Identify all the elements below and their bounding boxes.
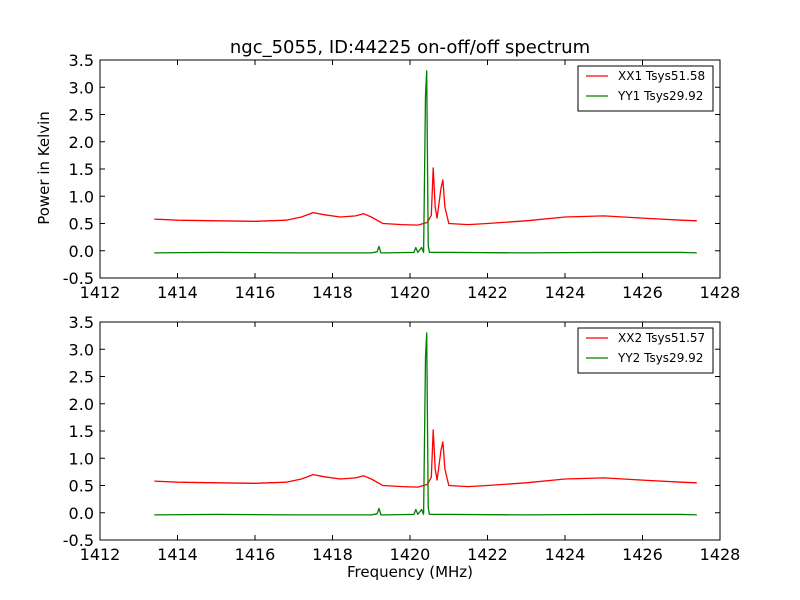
legend-entry-label: YY2 Tsys29.92 [617,351,703,365]
y-axis-label: Power in Kelvin [35,111,53,225]
y-tick-label: 0.5 [69,215,94,234]
y-tick-label: 0.0 [69,242,94,261]
series-line-xx1 [154,167,697,226]
legend-box [577,65,714,112]
x-tick-label: 1420 [390,283,431,302]
x-tick-label: 1416 [235,545,276,564]
x-tick-label: 1416 [235,283,276,302]
x-tick-label: 1422 [467,545,508,564]
y-tick-label: 1.5 [69,160,94,179]
y-tick-label: 3.0 [69,340,94,359]
x-tick-label: 1412 [80,283,121,302]
x-tick-label: 1412 [80,545,121,564]
y-tick-label: 2.5 [69,368,94,387]
y-tick-label: 3.5 [69,51,94,70]
legend-box [577,327,714,374]
bottom-panel: 1412 1414 1416 1418 1420 1422 1424 1426 1428 -0.5… [63,313,741,564]
x-tick-label: 1428 [700,545,741,564]
y-tick-label: 3.0 [69,78,94,97]
y-tick-label: 1.0 [69,449,94,468]
top-panel: 1412 1414 1416 1418 1420 1422 1424 1426 1428 -0.5… [63,51,741,302]
y-tick-label: -0.5 [63,531,94,550]
x-tick-label: 1426 [622,545,663,564]
x-tick-label: 1424 [545,545,586,564]
x-tick-label: 1422 [467,283,508,302]
y-tick-label: 2.0 [69,133,94,152]
y-tick-label: 3.5 [69,313,94,332]
chart-title: ngc_5055, ID:44225 on-off/off spectrum [230,37,590,58]
y-tick-label: 0.0 [69,504,94,523]
x-tick-label: 1414 [157,545,198,564]
y-tick-label: 2.0 [69,395,94,414]
series-line-xx2 [154,429,697,488]
y-tick-label: -0.5 [63,269,94,288]
legend-entry-label: XX2 Tsys51.57 [618,331,705,345]
y-tick-label: 1.5 [69,422,94,441]
x-tick-label: 1420 [390,545,431,564]
x-axis-label: Frequency (MHz) [347,563,473,581]
x-tick-label: 1418 [312,283,353,302]
series-line-yy1 [154,70,697,254]
x-tick-label: 1414 [157,283,198,302]
legend-entry-label: XX1 Tsys51.58 [618,69,705,83]
x-tick-label: 1428 [700,283,741,302]
series-line-yy2 [154,332,697,516]
x-tick-label: 1426 [622,283,663,302]
y-tick-label: 1.0 [69,187,94,206]
y-tick-label: 0.5 [69,477,94,496]
legend-entry-label: YY1 Tsys29.92 [617,89,703,103]
x-tick-label: 1418 [312,545,353,564]
x-tick-label: 1424 [545,283,586,302]
y-tick-label: 2.5 [69,106,94,125]
